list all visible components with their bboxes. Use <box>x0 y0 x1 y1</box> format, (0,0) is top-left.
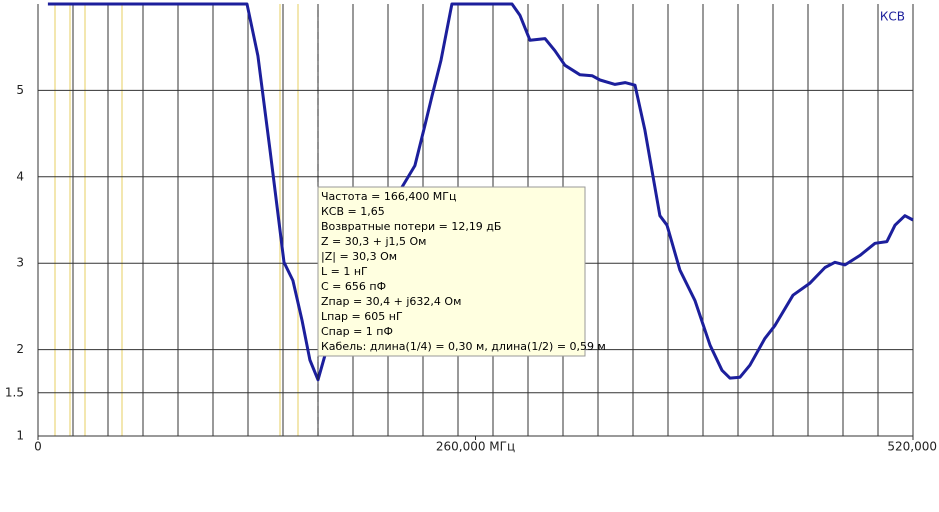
x-tick-label: 520,000 <box>887 440 937 454</box>
tooltip-line: Частота = 166,400 МГц <box>321 190 457 203</box>
tooltip-line: C = 656 пФ <box>321 280 386 293</box>
y-tick-label: 5 <box>16 83 24 97</box>
tooltip-box <box>317 186 586 357</box>
y-tick-label: 4 <box>16 169 24 183</box>
tooltip-line: L = 1 нГ <box>321 265 368 278</box>
x-tick-label: 0 <box>34 440 42 454</box>
band-markers <box>54 4 299 436</box>
tooltip-line: Cпар = 1 пФ <box>321 325 393 338</box>
y-tick-label: 1.5 <box>5 385 24 399</box>
x-tick-label: 260,000 МГц <box>436 440 515 454</box>
tooltip-line: Возвратные потери = 12,19 дБ <box>321 220 501 233</box>
tooltip-line: Zпар = 30,4 + j632,4 Ом <box>321 295 461 308</box>
tooltip: Частота = 166,400 МГц КСВ = 1,65 Возвратны… <box>317 186 606 357</box>
y-tick-label: 3 <box>16 256 24 270</box>
tooltip-line: КСВ = 1,65 <box>321 205 385 218</box>
tooltip-line: Z = 30,3 + j1,5 Ом <box>321 235 426 248</box>
tooltip-line: |Z| = 30,3 Ом <box>321 250 397 263</box>
tooltip-line: Кабель: длина(1/4) = 0,30 м, длина(1/2) … <box>321 340 606 353</box>
series-line <box>47 2 914 382</box>
y-tick-label: 1 <box>16 429 24 443</box>
y-tick-label: 2 <box>16 342 24 356</box>
legend-label: КСВ <box>880 10 905 24</box>
tooltip-line: Lпар = 605 нГ <box>321 310 403 323</box>
